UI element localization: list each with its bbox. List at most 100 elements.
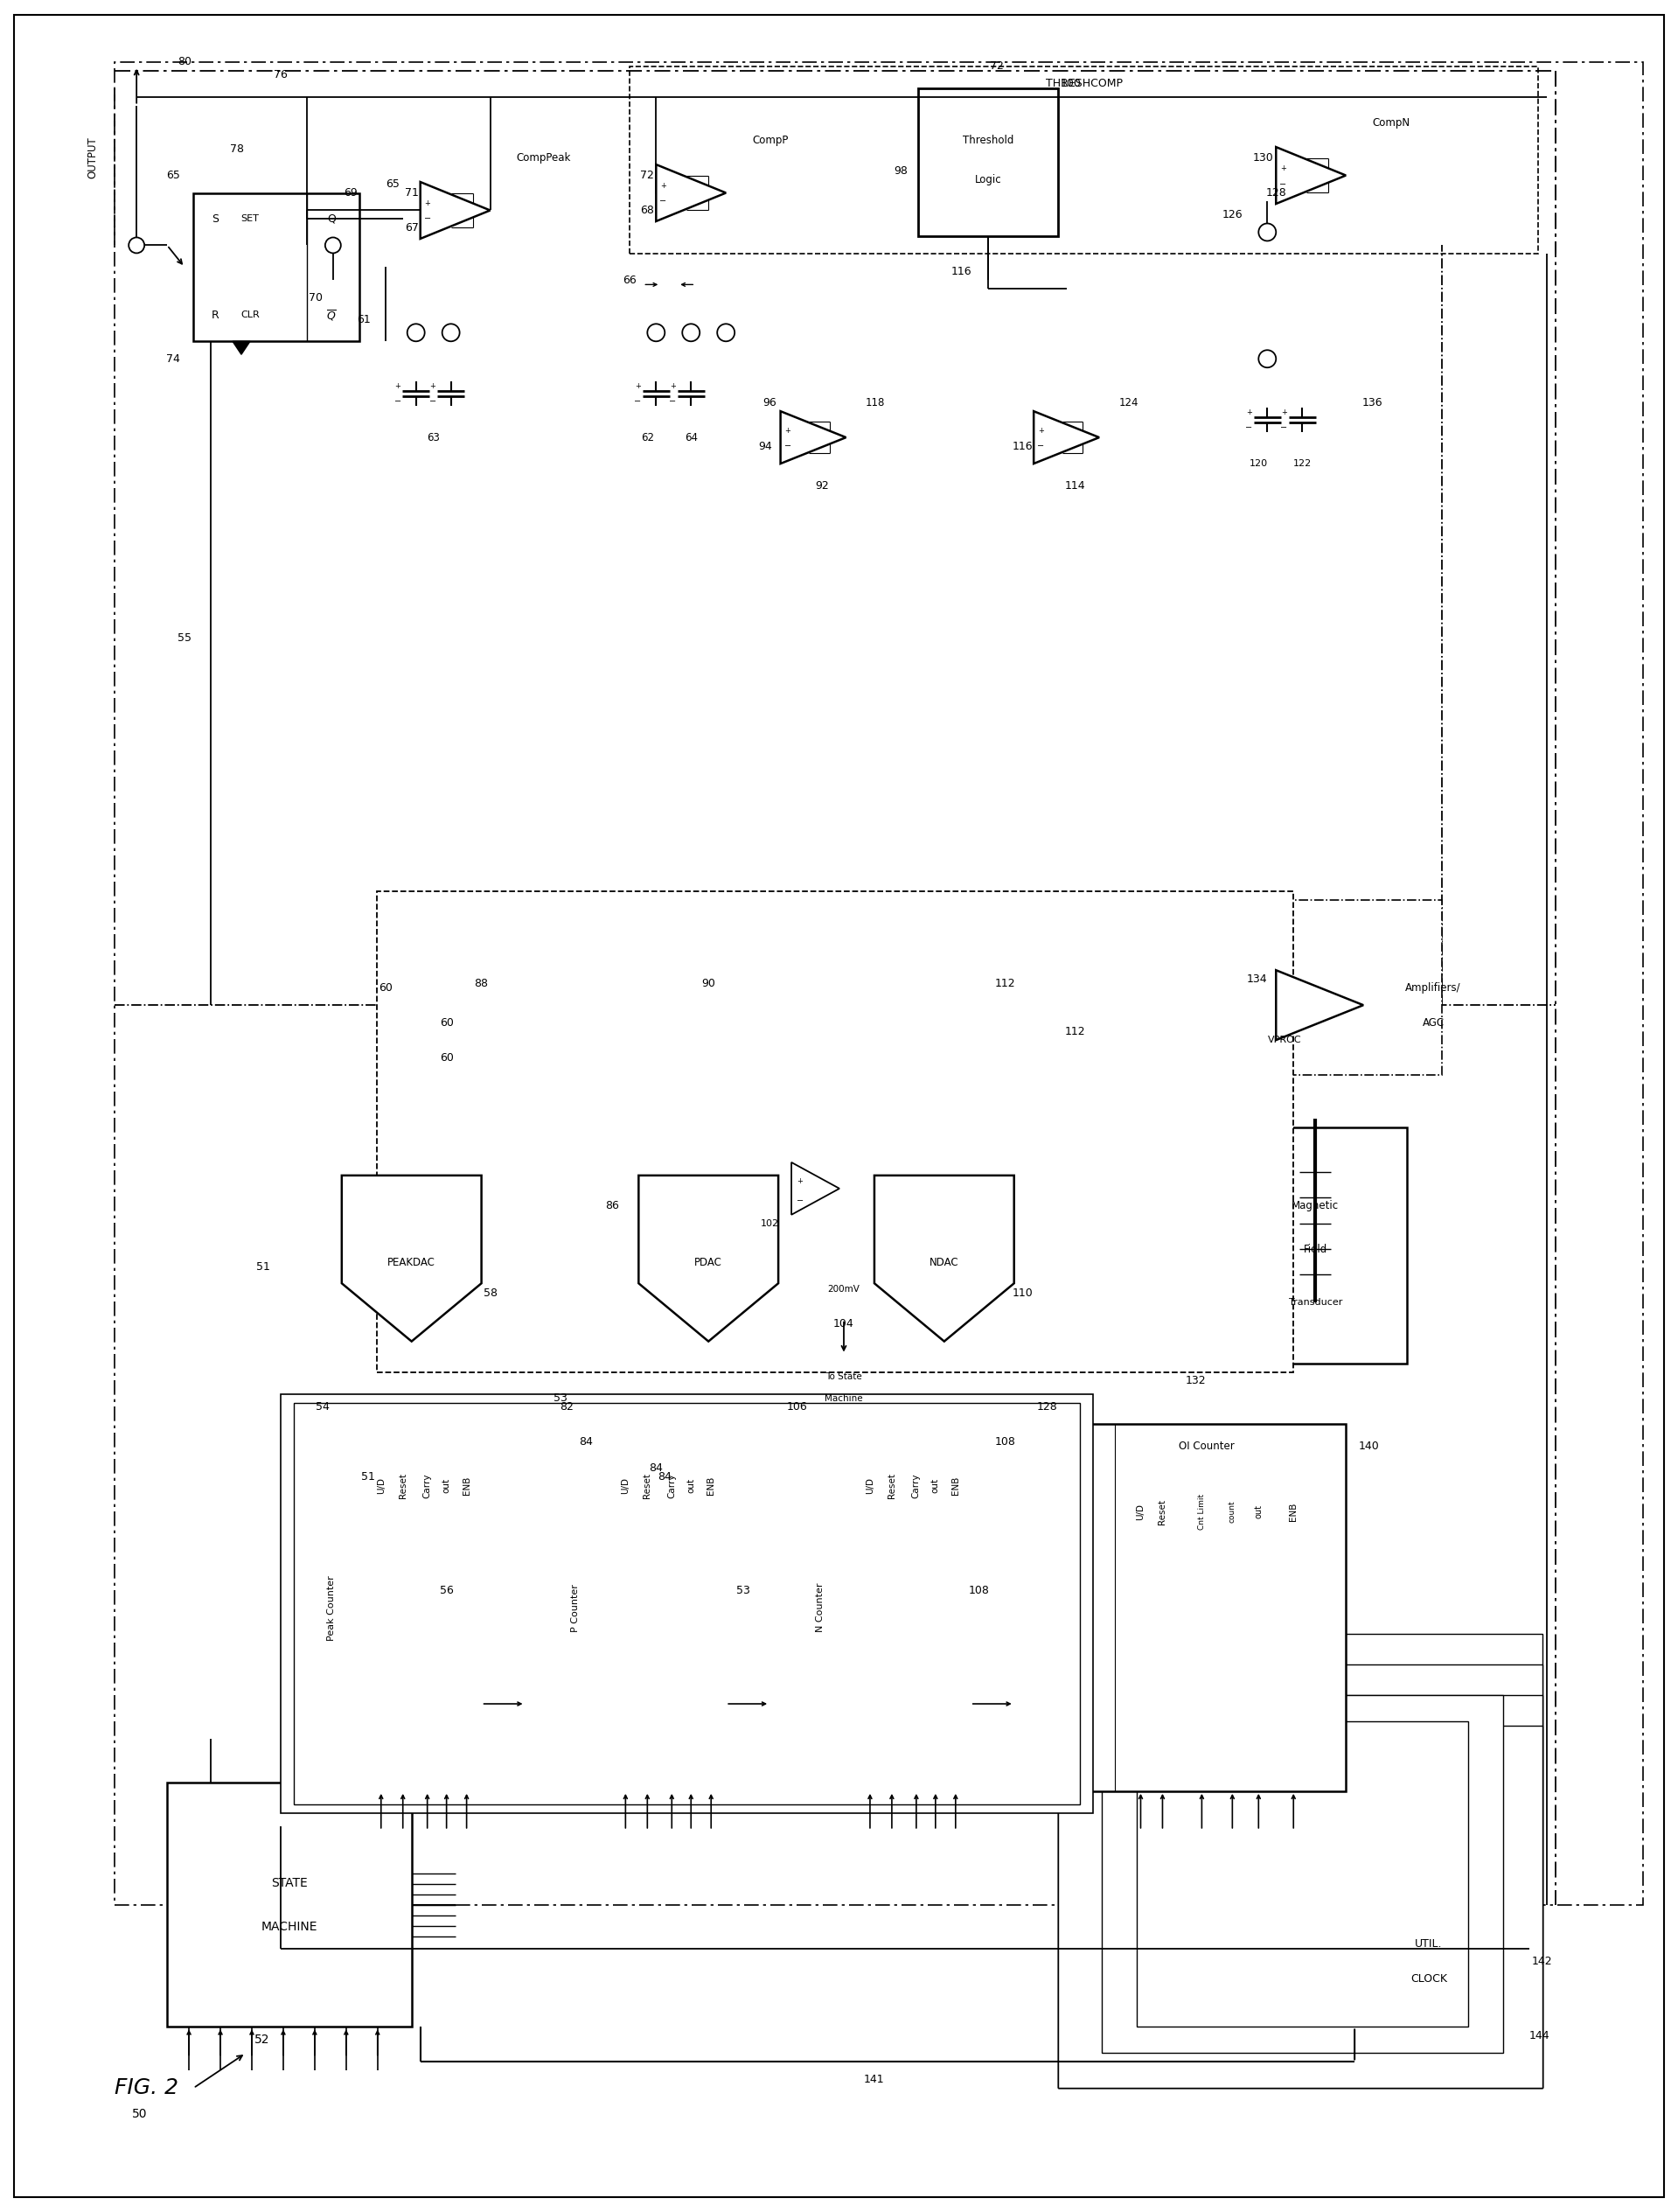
Text: PEAKDAC: PEAKDAC (388, 1256, 436, 1267)
Polygon shape (639, 1175, 779, 1340)
Text: 76: 76 (274, 69, 287, 80)
Text: 102: 102 (760, 1219, 779, 1228)
Text: 122: 122 (1294, 460, 1312, 469)
Text: Threshold: Threshold (963, 135, 1014, 146)
Text: 60: 60 (440, 1053, 453, 1064)
Text: 69: 69 (344, 188, 357, 199)
Circle shape (326, 237, 341, 252)
Text: −: − (425, 215, 431, 223)
Text: 130: 130 (1252, 153, 1274, 164)
Text: CLR: CLR (240, 310, 260, 319)
Polygon shape (792, 1161, 839, 1214)
Text: CLOCK: CLOCK (1411, 1973, 1446, 1984)
Text: 112: 112 (995, 978, 1015, 989)
Text: THRESHCOMP: THRESHCOMP (1045, 77, 1123, 88)
Text: 106: 106 (787, 1400, 807, 1413)
Bar (1057, 1666, 1542, 2088)
Polygon shape (656, 164, 727, 221)
Bar (1242, 900, 1441, 1075)
Text: 67: 67 (404, 221, 418, 234)
Text: +: + (797, 1177, 804, 1186)
Text: out: out (1253, 1504, 1264, 1520)
Bar (280, 1394, 1092, 1814)
Text: VPROC: VPROC (1269, 1035, 1302, 1044)
Polygon shape (780, 411, 846, 465)
Text: CompP: CompP (752, 135, 789, 146)
Bar (552, 1425, 727, 1792)
Text: 116: 116 (951, 265, 972, 276)
Text: 82: 82 (560, 1400, 574, 1413)
Text: Logic: Logic (975, 175, 1002, 186)
Text: Carry: Carry (668, 1473, 676, 1498)
Text: 60: 60 (379, 982, 393, 993)
Text: 92: 92 (816, 480, 829, 491)
Text: out: out (931, 1478, 940, 1493)
Text: AGC: AGC (1423, 1018, 1445, 1029)
Polygon shape (1275, 146, 1346, 204)
Text: Transducer: Transducer (1289, 1298, 1342, 1307)
Text: 84: 84 (658, 1471, 671, 1482)
Text: 56: 56 (440, 1584, 453, 1597)
Text: Reset: Reset (1158, 1500, 1166, 1524)
Text: 98: 98 (894, 166, 908, 177)
Text: 84: 84 (579, 1436, 592, 1447)
Text: +: + (1280, 164, 1285, 173)
Text: 86: 86 (606, 1201, 619, 1212)
Text: OUTPUT: OUTPUT (87, 137, 99, 179)
Text: Reset: Reset (888, 1473, 896, 1498)
Text: 108: 108 (968, 1584, 990, 1597)
Text: 65: 65 (166, 170, 180, 181)
Text: 128: 128 (1265, 188, 1287, 199)
Text: Cnt Limit: Cnt Limit (1198, 1493, 1206, 1531)
Text: 50: 50 (133, 2108, 148, 2121)
Text: 54: 54 (315, 1400, 329, 1413)
Text: SET: SET (242, 215, 258, 223)
Text: 80: 80 (178, 55, 191, 69)
Text: NDAC: NDAC (930, 1256, 958, 1267)
Text: 52: 52 (255, 2035, 270, 2046)
Text: 51: 51 (257, 1261, 270, 1272)
Text: 63: 63 (426, 431, 440, 442)
Text: +: + (785, 427, 790, 434)
Text: R: R (211, 310, 218, 321)
Text: To State: To State (826, 1371, 862, 1380)
Polygon shape (874, 1175, 1014, 1340)
Bar (1101, 1694, 1503, 2053)
Polygon shape (1275, 971, 1363, 1040)
Circle shape (717, 323, 735, 341)
Bar (1329, 1896, 1529, 2026)
Text: PDAC: PDAC (695, 1256, 723, 1267)
Text: UTIL.: UTIL. (1415, 1938, 1443, 1949)
Text: Q: Q (327, 212, 336, 226)
Text: count: count (1228, 1500, 1237, 1522)
Bar (795, 1425, 970, 1792)
Text: 100: 100 (1060, 77, 1081, 88)
Bar (1057, 1635, 1542, 2088)
Text: −: − (1037, 442, 1044, 451)
Text: 60: 60 (440, 1018, 453, 1029)
Text: −: − (1245, 422, 1252, 431)
Text: 126: 126 (1222, 208, 1243, 221)
Text: P Counter: P Counter (572, 1584, 581, 1632)
Bar (648, 1000, 1067, 1336)
Polygon shape (233, 341, 250, 354)
Circle shape (648, 323, 664, 341)
Bar (114, 62, 1643, 1905)
Text: 78: 78 (230, 144, 243, 155)
Text: 61: 61 (357, 314, 371, 325)
Bar (168, 1783, 411, 2026)
Text: 142: 142 (1532, 1955, 1552, 1966)
Text: 120: 120 (1250, 460, 1269, 469)
Text: CompN: CompN (1373, 117, 1410, 128)
Text: 53: 53 (737, 1584, 750, 1597)
Text: U/D: U/D (1136, 1504, 1144, 1520)
Text: Reset: Reset (398, 1473, 408, 1498)
Text: U/D: U/D (621, 1478, 629, 1493)
Text: 124: 124 (1119, 396, 1138, 409)
Text: 53: 53 (554, 1394, 567, 1405)
Text: 128: 128 (1037, 1400, 1057, 1413)
Text: 114: 114 (1066, 480, 1086, 491)
Bar (809, 995, 852, 1015)
Text: +: + (1247, 409, 1252, 416)
Text: 112: 112 (1066, 1026, 1086, 1037)
